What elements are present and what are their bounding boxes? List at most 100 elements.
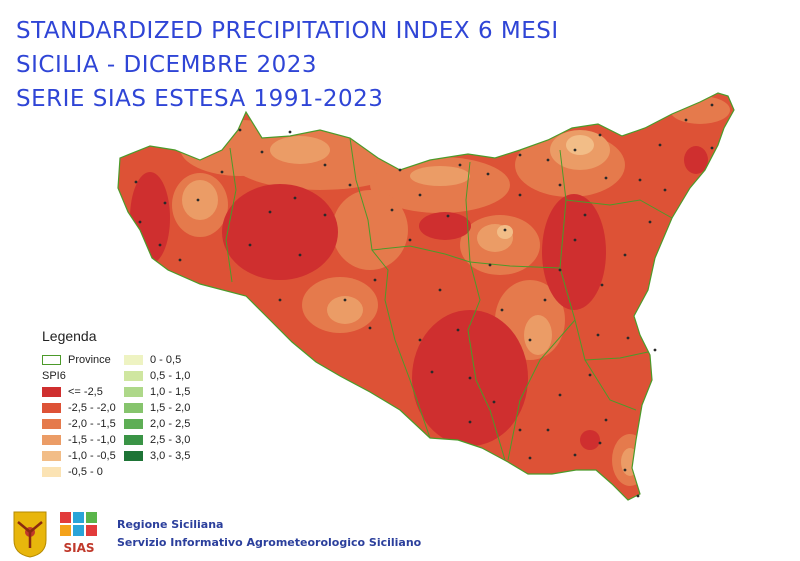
spi-class-area [332,190,408,270]
station-point [293,196,297,200]
coastline-border [117,92,735,501]
station-point [446,214,450,218]
legend-class-entry: <= -2,5 [42,384,132,400]
legend-class-entry: 0,5 - 1,0 [124,368,214,384]
legend-class-entry: -1,5 - -1,0 [42,432,132,448]
spi-class-area [542,194,606,310]
legend-class-label: -2,0 - -1,5 [68,418,116,430]
province-label: Province [68,354,111,366]
station-point [518,428,522,432]
spi-class-area [621,448,639,476]
legend-class-label: 1,5 - 2,0 [150,402,191,414]
station-point [518,193,522,197]
station-point [600,283,604,287]
station-point [343,298,347,302]
station-point [288,130,292,134]
station-point [298,253,302,257]
legend-color-swatch [42,467,61,477]
province-border [349,137,431,439]
station-point [438,288,442,292]
station-point [623,253,627,257]
province-border [469,261,561,269]
station-point [323,213,327,217]
station-point [456,328,460,332]
station-point [492,400,496,404]
spi-class-area [419,212,471,240]
legend-column-negative: Province SPI6 <= -2,5 -2,5 - -2,0 -2,0 - -… [42,352,132,480]
legend-color-swatch [42,435,61,445]
station-point [278,298,282,302]
legend-color-swatch [42,403,61,413]
station-point [626,336,630,340]
station-point [573,453,577,457]
legend-color-swatch [124,419,143,429]
spi-label: SPI6 [42,370,66,382]
station-point [196,198,200,202]
title-line-2: SICILIA - DICEMBRE 2023 [16,52,318,78]
station-point [368,326,372,330]
legend-color-swatch [124,371,143,381]
station-point [248,243,252,247]
legend-color-swatch [124,403,143,413]
station-point [604,176,608,180]
province-border [584,351,649,361]
spi-class-area [524,315,552,355]
spi-class-area [130,172,170,264]
station-point [543,298,547,302]
legend-class-label: -1,0 - -0,5 [68,450,116,462]
legend-class-label: 0 - 0,5 [150,354,182,366]
station-point [408,238,412,242]
legend-class-entry: 3,0 - 3,5 [124,448,214,464]
legend-class-label: 0,5 - 1,0 [150,370,191,382]
spi-class-area [410,166,470,186]
station-point [658,143,662,147]
legend-class-label: -1,5 - -1,0 [68,434,116,446]
station-point [596,333,600,337]
station-point [468,420,472,424]
legend-color-swatch [42,419,61,429]
spi-class-area [270,136,330,164]
station-point [418,338,422,342]
legend-color-swatch [42,387,61,397]
station-point [418,193,422,197]
station-point [503,228,507,232]
station-point [546,428,550,432]
svg-text:SIAS: SIAS [63,541,94,555]
negative-class-list: <= -2,5 -2,5 - -2,0 -2,0 - -1,5 -1,5 - -1,0… [42,384,132,480]
footer: SIAS Regione Siciliana Servizio Informat… [0,505,800,561]
station-point [486,172,490,176]
province-swatch [42,355,61,365]
legend-color-swatch [124,435,143,445]
org-line-2: Servizio Informativo Agrometeorologico S… [117,536,422,549]
province-borders [225,137,673,461]
station-point [558,268,562,272]
station-point [398,168,402,172]
legend-class-entry: 2,0 - 2,5 [124,416,214,432]
station-point [238,128,242,132]
legend-column-positive: 0 - 0,5 0,5 - 1,0 1,0 - 1,5 1,5 - 2,0 2,0 - … [124,352,214,464]
legend-class-entry: 0 - 0,5 [124,352,214,368]
province-border [225,147,237,283]
station-point [604,418,608,422]
legend-class-entry: 1,0 - 1,5 [124,384,214,400]
station-point [598,133,602,137]
station-point [598,441,602,445]
regione-siciliana-logo [13,511,47,558]
legend-class-label: 2,5 - 3,0 [150,434,191,446]
station-point [710,146,714,150]
station-point [390,208,394,212]
station-point [653,348,657,352]
legend-class-label: -2,5 - -2,0 [68,402,116,414]
station-point [163,201,167,205]
station-point [158,243,162,247]
station-point [260,150,264,154]
station-point [623,468,627,472]
station-point [500,308,504,312]
station-point [138,220,142,224]
station-point [636,494,640,498]
province-border [371,245,471,263]
legend-class-label: <= -2,5 [68,386,103,398]
station-point [588,373,592,377]
station-point [430,370,434,374]
